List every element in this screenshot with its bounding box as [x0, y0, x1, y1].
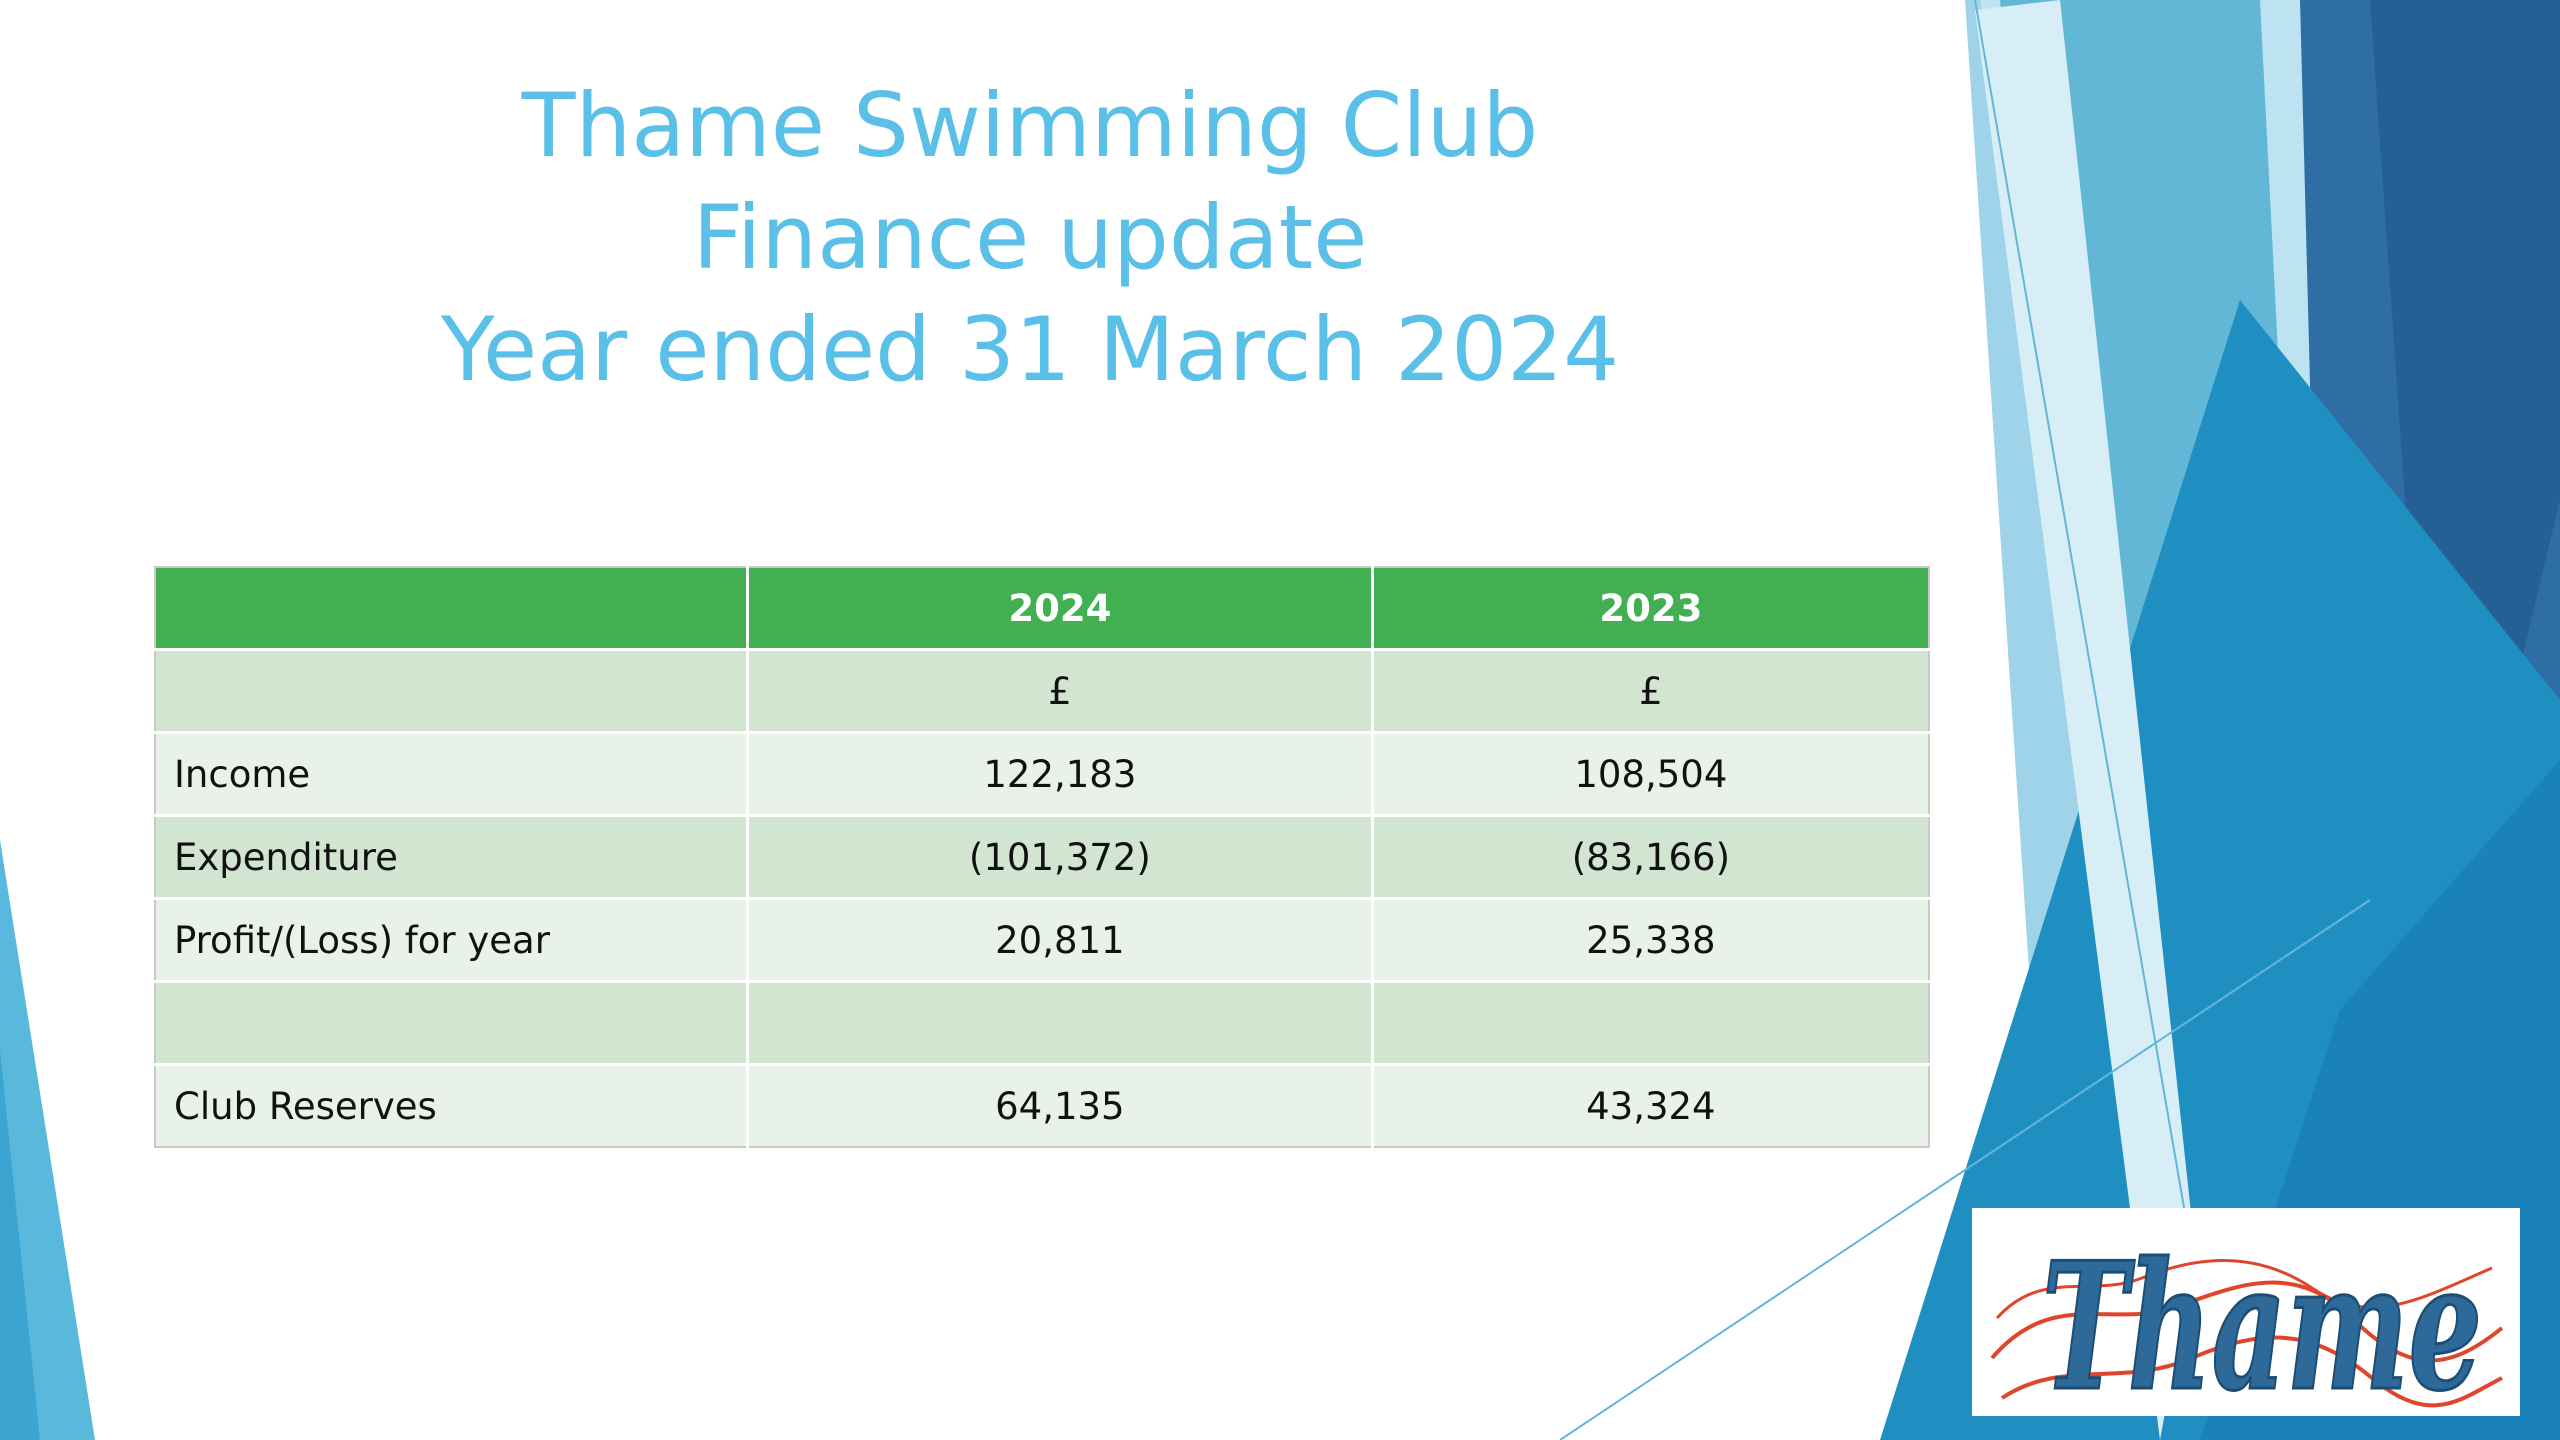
table-cell: £: [746, 648, 1373, 733]
table-cell: Income: [155, 731, 748, 816]
table-cell: [746, 980, 1373, 1065]
table-row: [155, 980, 1929, 1065]
table-cell: 25,338: [1370, 897, 1929, 982]
table-header-cell: [155, 567, 748, 650]
table-cell: Profit/(Loss) for year: [155, 897, 748, 982]
table-cell: £: [1370, 648, 1929, 733]
finance-table: 2024 2023 £ £ Income 122,183 108,504 Exp…: [154, 566, 1930, 1148]
table-header-row: 2024 2023: [155, 567, 1929, 650]
table-cell: 108,504: [1370, 731, 1929, 816]
table-cell: 43,324: [1370, 1063, 1929, 1147]
table-cell: 122,183: [746, 731, 1373, 816]
table-row: Club Reserves 64,135 43,324: [155, 1063, 1929, 1147]
table-row: Profit/(Loss) for year 20,811 25,338: [155, 897, 1929, 982]
title-line-2: Finance update: [692, 186, 1368, 289]
title-line-1: Thame Swimming Club: [521, 74, 1539, 177]
table-row: Expenditure (101,372) (83,166): [155, 814, 1929, 899]
table-cell: [155, 980, 748, 1065]
table-cell: Expenditure: [155, 814, 748, 899]
slide-title: Thame Swimming Club Finance update Year …: [260, 70, 1800, 406]
table-cell: 64,135: [746, 1063, 1373, 1147]
table-cell: (83,166): [1370, 814, 1929, 899]
table-row: £ £: [155, 648, 1929, 733]
table-cell: [1370, 980, 1929, 1065]
thame-logo: Thame: [1972, 1208, 2520, 1432]
table-cell: Club Reserves: [155, 1063, 748, 1147]
table-header-cell: 2023: [1370, 567, 1929, 650]
table-header-cell: 2024: [746, 567, 1373, 650]
table-cell: (101,372): [746, 814, 1373, 899]
table-row: Income 122,183 108,504: [155, 731, 1929, 816]
logo-wordmark: Thame: [2042, 1225, 2482, 1416]
table-cell: [155, 648, 748, 733]
title-line-3: Year ended 31 March 2024: [440, 298, 1620, 401]
table-cell: 20,811: [746, 897, 1373, 982]
